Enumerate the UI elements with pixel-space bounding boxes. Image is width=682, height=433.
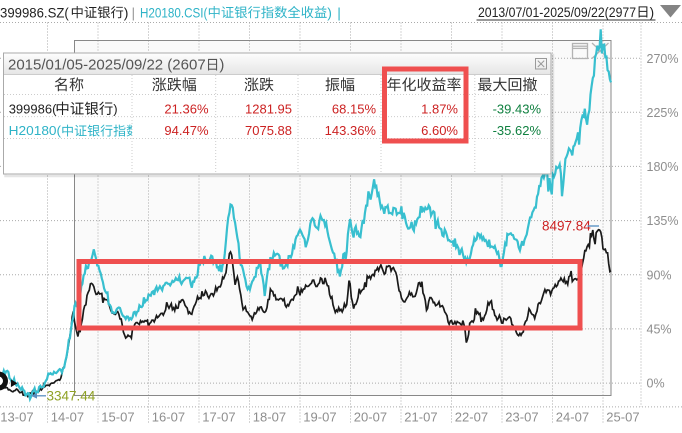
svg-text:): ): [219, 56, 224, 73]
svg-text:399986(: 399986(: [9, 102, 57, 117]
svg-text:1.87%: 1.87%: [421, 102, 458, 117]
svg-text:19-07: 19-07: [303, 410, 336, 425]
svg-text:2013/07/01-2025/09/22(2977: 2013/07/01-2025/09/22(2977: [478, 5, 636, 20]
svg-text:68.15%: 68.15%: [332, 102, 377, 117]
svg-text:-35.62%: -35.62%: [493, 123, 542, 138]
svg-text:|: |: [337, 4, 341, 20]
svg-text:143.36%: 143.36%: [325, 123, 377, 138]
svg-text:14-07: 14-07: [51, 410, 84, 425]
svg-text:45%: 45%: [647, 323, 672, 337]
svg-text:135%: 135%: [647, 214, 679, 228]
svg-text:8497.84: 8497.84: [542, 219, 591, 234]
svg-text:): ): [124, 4, 129, 20]
svg-text:22-07: 22-07: [455, 410, 488, 425]
svg-text:-39.43%: -39.43%: [493, 102, 542, 117]
svg-text:): ): [650, 5, 655, 20]
svg-text:15-07: 15-07: [101, 410, 134, 425]
svg-text:7075.88: 7075.88: [245, 123, 292, 138]
svg-text:3347.44: 3347.44: [47, 388, 96, 403]
svg-text:20-07: 20-07: [354, 410, 387, 425]
svg-text:): ): [113, 102, 117, 117]
svg-text:90%: 90%: [647, 268, 672, 282]
svg-text:399986.SZ(: 399986.SZ(: [0, 4, 69, 20]
svg-text:24-07: 24-07: [556, 410, 589, 425]
svg-text:6.60%: 6.60%: [421, 123, 458, 138]
svg-text:1281.95: 1281.95: [245, 102, 292, 117]
svg-text:H20180(: H20180(: [9, 123, 62, 138]
svg-text:25-07: 25-07: [606, 410, 639, 425]
svg-text:2015/01/05-2025/09/22 (2607: 2015/01/05-2025/09/22 (2607: [8, 56, 206, 73]
svg-text:|: |: [132, 4, 136, 20]
svg-text:H20180.CSI(: H20180.CSI(: [140, 4, 208, 20]
svg-text:225%: 225%: [647, 106, 679, 120]
svg-text:0%: 0%: [647, 377, 665, 391]
svg-text:270%: 270%: [647, 52, 679, 66]
svg-text:16-07: 16-07: [152, 410, 185, 425]
svg-text:18-07: 18-07: [253, 410, 286, 425]
svg-text:): ): [327, 4, 332, 20]
svg-text:180%: 180%: [647, 160, 679, 174]
svg-text:21-07: 21-07: [404, 410, 437, 425]
svg-text:23-07: 23-07: [505, 410, 538, 425]
svg-text:13-07: 13-07: [0, 410, 33, 425]
svg-text:94.47%: 94.47%: [164, 123, 209, 138]
svg-text:21.36%: 21.36%: [164, 102, 209, 117]
svg-text:17-07: 17-07: [202, 410, 235, 425]
